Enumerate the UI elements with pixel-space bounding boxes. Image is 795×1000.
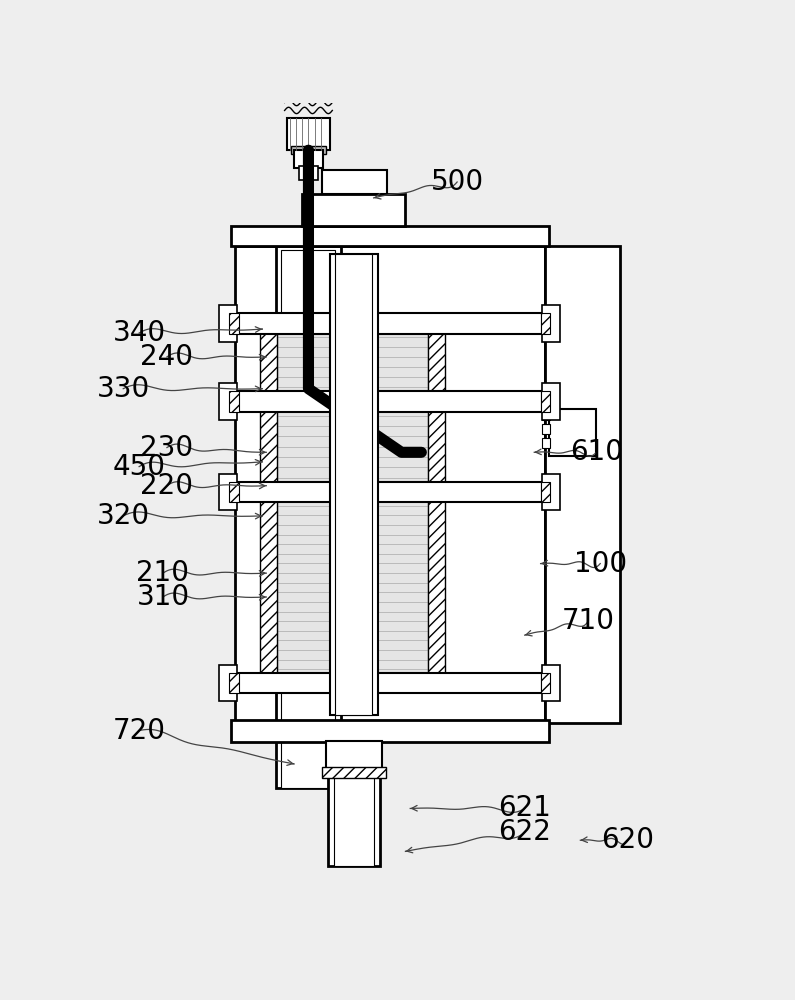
Bar [276, 246, 341, 788]
Bar [330, 254, 378, 715]
Bar [277, 405, 428, 488]
Text: 450: 450 [113, 453, 165, 481]
Bar [260, 405, 277, 488]
Bar [281, 250, 335, 788]
Bar [291, 146, 326, 154]
Bar [302, 194, 405, 226]
Bar [229, 313, 238, 334]
Bar [219, 665, 237, 701]
Bar [277, 327, 428, 397]
Bar [237, 673, 542, 693]
Bar [322, 767, 386, 778]
Text: 610: 610 [570, 438, 622, 466]
Bar [541, 391, 550, 412]
Text: 240: 240 [141, 343, 193, 371]
Bar [428, 327, 445, 397]
Bar [237, 482, 542, 502]
Text: 720: 720 [113, 717, 165, 745]
Bar [294, 150, 323, 168]
Bar [326, 741, 382, 769]
Bar [541, 313, 550, 334]
Text: 500: 500 [431, 168, 483, 196]
Bar [335, 254, 372, 715]
Bar [219, 305, 237, 342]
Bar [260, 496, 277, 679]
Text: 310: 310 [137, 583, 189, 611]
Bar [237, 391, 542, 412]
Text: 320: 320 [97, 502, 149, 530]
Bar [545, 246, 620, 723]
Bar [542, 305, 560, 342]
Text: 621: 621 [498, 794, 551, 822]
Bar [428, 405, 445, 488]
Bar [328, 750, 380, 866]
Bar [235, 246, 545, 723]
Text: 330: 330 [97, 375, 149, 403]
Bar [277, 496, 428, 679]
Bar [541, 482, 550, 502]
Bar [229, 482, 238, 502]
Text: 620: 620 [602, 826, 654, 854]
Text: 230: 230 [141, 434, 193, 462]
Bar [549, 409, 596, 456]
Bar [542, 383, 560, 420]
Bar [542, 665, 560, 701]
Bar [542, 438, 550, 448]
Bar [542, 424, 550, 434]
Bar [542, 409, 550, 420]
Text: 220: 220 [141, 472, 193, 500]
Text: 622: 622 [498, 818, 551, 846]
Bar [334, 750, 374, 866]
Bar [428, 496, 445, 679]
Text: 210: 210 [137, 559, 189, 587]
Bar [237, 313, 542, 334]
Text: 100: 100 [574, 550, 626, 578]
Bar [322, 170, 387, 194]
Bar [299, 166, 318, 180]
Bar [231, 720, 549, 742]
Bar [231, 226, 549, 246]
Bar [260, 327, 277, 397]
Bar [229, 391, 238, 412]
Bar [286, 118, 331, 150]
Bar [541, 673, 550, 693]
Bar [219, 474, 237, 510]
Text: 710: 710 [562, 607, 615, 635]
Bar [219, 383, 237, 420]
Text: 340: 340 [113, 319, 165, 347]
Bar [229, 673, 238, 693]
Bar [542, 474, 560, 510]
